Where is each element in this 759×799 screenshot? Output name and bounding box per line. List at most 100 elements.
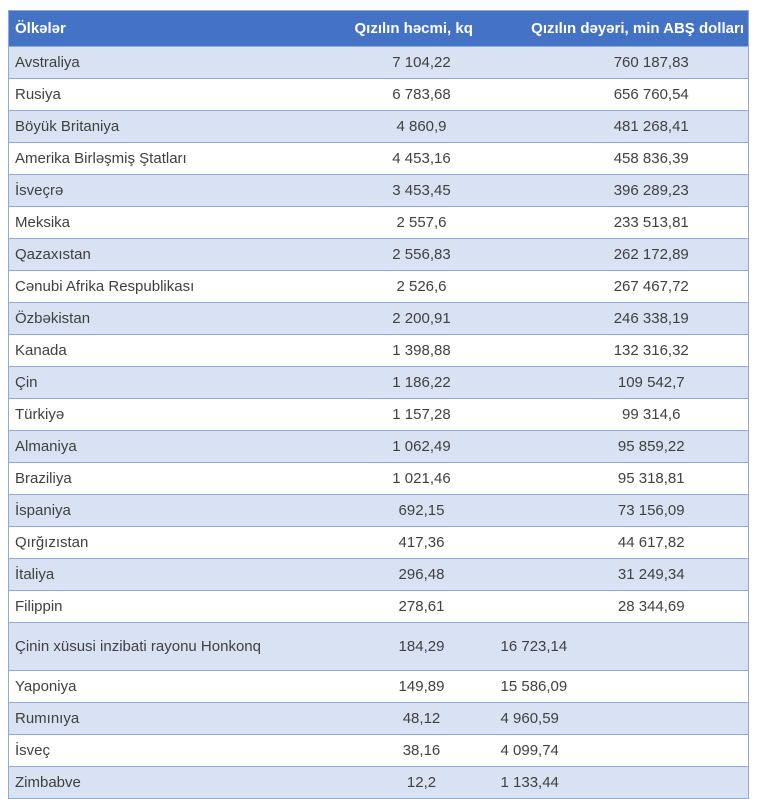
country-cell: Türkiyə (8, 398, 354, 431)
value-cell: 4 960,59 (489, 702, 749, 735)
table-row: Amerika Birləşmiş Ştatları 4 453,16 458 83… (8, 142, 749, 175)
table-row: Çinin xüsusi inzibati rayonu Honkonq 184,… (8, 622, 749, 671)
country-cell: İspaniya (8, 494, 354, 527)
table-row: Avstraliya 7 104,22 760 187,83 (8, 46, 749, 79)
table-row: Yaponiya 149,89 15 586,09 (8, 670, 749, 703)
table-row: Cənubi Afrika Respublikası 2 526,6 267 467… (8, 270, 749, 303)
table-row: Rumınıya 48,12 4 960,59 (8, 702, 749, 735)
volume-cell: 417,36 (353, 526, 490, 559)
table-row: Özbəkistan 2 200,91 246 338,19 (8, 302, 749, 335)
table-row: Çin 1 186,22 109 542,7 (8, 366, 749, 399)
table-row: Almaniya 1 062,49 95 859,22 (8, 430, 749, 463)
page: Ölkələr Qızılın həcmi, kq Qızılın dəyəri… (8, 10, 749, 799)
value-cell: 233 513,81 (489, 206, 749, 239)
table-row: İspaniya 692,15 73 156,09 (8, 494, 749, 527)
value-cell: 481 268,41 (489, 110, 749, 143)
value-cell: 109 542,7 (489, 366, 749, 399)
volume-cell: 1 157,28 (353, 398, 490, 431)
country-cell: Yaponiya (8, 670, 354, 703)
value-cell: 396 289,23 (489, 174, 749, 207)
country-cell: Çin (8, 366, 354, 399)
volume-cell: 2 526,6 (353, 270, 490, 303)
volume-cell: 4 453,16 (353, 142, 490, 175)
country-cell: Almaniya (8, 430, 354, 463)
country-cell: İsveç (8, 734, 354, 767)
value-cell: 73 156,09 (489, 494, 749, 527)
country-cell: İsveçrə (8, 174, 354, 207)
column-header-countries: Ölkələr (8, 10, 354, 47)
table-row: Zimbabve 12,2 1 133,44 (8, 766, 749, 799)
volume-cell: 12,2 (353, 766, 490, 799)
table-body: Avstraliya 7 104,22 760 187,83 Rusiya 6 783,… (8, 46, 749, 799)
table-row: İtaliya 296,48 31 249,34 (8, 558, 749, 591)
country-cell: Qırğızıstan (8, 526, 354, 559)
table-row: Türkiyə 1 157,28 99 314,6 (8, 398, 749, 431)
value-cell: 16 723,14 (489, 622, 749, 671)
country-cell: Rumınıya (8, 702, 354, 735)
country-cell: Braziliya (8, 462, 354, 495)
country-cell: Kanada (8, 334, 354, 367)
volume-cell: 2 200,91 (353, 302, 490, 335)
value-cell: 95 318,81 (489, 462, 749, 495)
volume-cell: 2 556,83 (353, 238, 490, 271)
table-header: Ölkələr Qızılın həcmi, kq Qızılın dəyəri… (8, 10, 749, 47)
volume-cell: 296,48 (353, 558, 490, 591)
value-cell: 246 338,19 (489, 302, 749, 335)
table-row: Braziliya 1 021,46 95 318,81 (8, 462, 749, 495)
value-cell: 15 586,09 (489, 670, 749, 703)
country-cell: Filippin (8, 590, 354, 623)
value-cell: 1 133,44 (489, 766, 749, 799)
gold-reserves-table: Ölkələr Qızılın həcmi, kq Qızılın dəyəri… (8, 10, 749, 799)
table-row: Qazaxıstan 2 556,83 262 172,89 (8, 238, 749, 271)
country-cell: Cənubi Afrika Respublikası (8, 270, 354, 303)
country-cell: Qazaxıstan (8, 238, 354, 271)
table-row: Kanada 1 398,88 132 316,32 (8, 334, 749, 367)
table-row: Qırğızıstan 417,36 44 617,82 (8, 526, 749, 559)
table-row: Böyük Britaniya 4 860,9 481 268,41 (8, 110, 749, 143)
country-cell: Avstraliya (8, 46, 354, 79)
volume-cell: 1 398,88 (353, 334, 490, 367)
volume-cell: 149,89 (353, 670, 490, 703)
volume-cell: 48,12 (353, 702, 490, 735)
value-cell: 44 617,82 (489, 526, 749, 559)
country-cell: İtaliya (8, 558, 354, 591)
country-cell: Çinin xüsusi inzibati rayonu Honkonq (8, 622, 354, 671)
value-cell: 458 836,39 (489, 142, 749, 175)
volume-cell: 2 557,6 (353, 206, 490, 239)
value-cell: 95 859,22 (489, 430, 749, 463)
value-cell: 99 314,6 (489, 398, 749, 431)
table-row: İsveç 38,16 4 099,74 (8, 734, 749, 767)
column-header-gold-value: Qızılın dəyəri, min ABŞ dolları (489, 10, 749, 47)
value-cell: 132 316,32 (489, 334, 749, 367)
table-row: Meksika 2 557,6 233 513,81 (8, 206, 749, 239)
volume-cell: 3 453,45 (353, 174, 490, 207)
header-row: Ölkələr Qızılın həcmi, kq Qızılın dəyəri… (8, 10, 749, 47)
table-row: Rusiya 6 783,68 656 760,54 (8, 78, 749, 111)
country-cell: Özbəkistan (8, 302, 354, 335)
value-cell: 760 187,83 (489, 46, 749, 79)
value-cell: 262 172,89 (489, 238, 749, 271)
value-cell: 28 344,69 (489, 590, 749, 623)
value-cell: 267 467,72 (489, 270, 749, 303)
volume-cell: 7 104,22 (353, 46, 490, 79)
country-cell: Rusiya (8, 78, 354, 111)
country-cell: Böyük Britaniya (8, 110, 354, 143)
volume-cell: 38,16 (353, 734, 490, 767)
volume-cell: 1 186,22 (353, 366, 490, 399)
value-cell: 31 249,34 (489, 558, 749, 591)
column-header-gold-volume: Qızılın həcmi, kq (353, 10, 490, 47)
country-cell: Meksika (8, 206, 354, 239)
volume-cell: 692,15 (353, 494, 490, 527)
value-cell: 4 099,74 (489, 734, 749, 767)
volume-cell: 1 062,49 (353, 430, 490, 463)
table-row: İsveçrə 3 453,45 396 289,23 (8, 174, 749, 207)
volume-cell: 278,61 (353, 590, 490, 623)
volume-cell: 6 783,68 (353, 78, 490, 111)
country-cell: Zimbabve (8, 766, 354, 799)
volume-cell: 4 860,9 (353, 110, 490, 143)
volume-cell: 1 021,46 (353, 462, 490, 495)
country-cell: Amerika Birləşmiş Ştatları (8, 142, 354, 175)
value-cell: 656 760,54 (489, 78, 749, 111)
volume-cell: 184,29 (353, 622, 490, 671)
table-row: Filippin 278,61 28 344,69 (8, 590, 749, 623)
